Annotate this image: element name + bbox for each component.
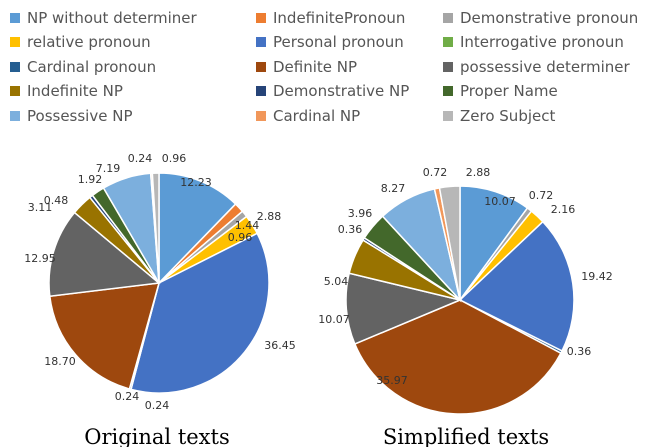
legend-item-proper-name: Proper Name	[443, 82, 558, 100]
legend-item-possessive-determiner: possessive determiner	[443, 58, 630, 76]
legend-label: Cardinal pronoun	[27, 58, 157, 76]
data-label: 0.48	[44, 194, 69, 207]
data-label: 10.07	[318, 313, 350, 326]
data-label: 0.36	[338, 223, 363, 236]
legend-item-definite-np: Definite NP	[256, 58, 357, 76]
legend-label: Demonstrative pronoun	[460, 9, 639, 27]
legend-item-indefinitepronoun: IndefinitePronoun	[256, 9, 405, 27]
legend-label: NP without determiner	[27, 9, 197, 27]
data-label: 35.97	[376, 374, 408, 387]
legend-item-personal-pronoun: Personal pronoun	[256, 33, 404, 51]
data-label: 7.19	[96, 162, 121, 175]
data-label: 3.96	[348, 207, 373, 220]
legend-swatch	[443, 37, 453, 47]
legend-swatch	[256, 37, 266, 47]
legend-item-relative-pronoun: relative pronoun	[10, 33, 151, 51]
legend-swatch	[443, 111, 453, 121]
legend-item-indefinite-np: Indefinite NP	[10, 82, 123, 100]
data-label: 0.24	[128, 152, 153, 165]
data-label: 12.95	[24, 252, 56, 265]
pie-slice-possessive-determiner	[48, 211, 161, 298]
legend-item-np-without-determiner: NP without determiner	[10, 9, 197, 27]
legend-label: Personal pronoun	[273, 33, 404, 51]
data-label: 2.88	[257, 210, 282, 223]
pie-slice-personal-pronoun	[130, 232, 270, 394]
legend-label: Proper Name	[460, 82, 558, 100]
data-label: 0.24	[115, 390, 140, 403]
legend-swatch	[256, 111, 266, 121]
legend-label: Cardinal NP	[273, 107, 361, 125]
legend-swatch	[10, 86, 20, 96]
legend-item-zero-subject: Zero Subject	[443, 107, 555, 125]
legend-label: possessive determiner	[460, 58, 630, 76]
legend-item-possessive-np: Possessive NP	[10, 107, 132, 125]
data-label: 0.96	[228, 231, 253, 244]
pie-slice-personal-pronoun	[458, 220, 575, 352]
data-label: 0.24	[145, 399, 170, 412]
pie-slice-possessive-determiner	[345, 272, 463, 345]
caption-original-texts: Original texts	[84, 425, 230, 447]
pie-slice-zero-subject	[151, 172, 160, 284]
legend-label: IndefinitePronoun	[273, 9, 406, 27]
legend-swatch	[443, 13, 453, 23]
pie-simplified-texts: 10.07 0.722.1619.420.3635.9710.075.040.36…	[318, 166, 613, 415]
data-label: 2.88	[466, 166, 491, 179]
data-label: 3.11	[28, 201, 53, 214]
data-label: 8.27	[381, 182, 406, 195]
data-label: 1.92	[78, 173, 103, 186]
caption-simplified-texts: Simplified texts	[383, 425, 549, 447]
pie-slice-definite-np	[353, 299, 562, 415]
legend-swatch	[443, 62, 453, 72]
legend-swatch	[10, 62, 20, 72]
legend-swatch	[256, 13, 266, 23]
data-label: 36.45	[264, 339, 296, 352]
data-label: 5.04	[324, 275, 349, 288]
pie-slice-np-without-determiner	[158, 172, 237, 285]
legend-label: Definite NP	[273, 58, 358, 76]
data-label: 18.70	[44, 355, 76, 368]
pie-slice-definite-np	[48, 282, 161, 390]
legend-label: Demonstrative NP	[273, 82, 410, 100]
legend-item-demonstrative-np: Demonstrative NP	[256, 82, 409, 100]
legend-label: Interrogative pronoun	[460, 33, 624, 51]
legend-label: Indefinite NP	[27, 82, 123, 100]
data-label: 0.72	[529, 189, 554, 202]
legend-swatch	[443, 86, 453, 96]
pie-original-texts: 12.231.440.962.8836.450.2418.7012.953.11…	[24, 152, 296, 412]
data-label: 0.72	[423, 166, 448, 179]
pie-slice-np-without-determiner	[459, 185, 529, 303]
pie-slice-zero-subject	[438, 185, 461, 301]
legend-label: Possessive NP	[27, 107, 133, 125]
chart-legend: NP without determiner IndefinitePronoun De…	[0, 0, 656, 130]
legend-label: relative pronoun	[27, 33, 151, 51]
data-label: 12.23	[180, 176, 212, 189]
legend-item-demonstrative-pronoun: Demonstrative pronoun	[443, 9, 638, 27]
legend-label: Zero Subject	[460, 107, 556, 125]
data-label: 0.96	[162, 152, 187, 165]
data-label: 0.36	[567, 345, 592, 358]
legend-item-cardinal-pronoun: Cardinal pronoun	[10, 58, 156, 76]
data-label: 2.16	[551, 203, 576, 216]
legend-swatch	[10, 13, 20, 23]
legend-item-cardinal-np: Cardinal NP	[256, 107, 360, 125]
legend-swatch	[256, 86, 266, 96]
legend-swatch	[10, 111, 20, 121]
data-label: 19.42	[581, 270, 613, 283]
data-label: 10.07	[484, 195, 516, 208]
legend-swatch	[256, 62, 266, 72]
data-label: 1.44	[235, 219, 260, 232]
legend-swatch	[10, 37, 20, 47]
legend-item-interrogative-pronoun: Interrogative pronoun	[443, 33, 624, 51]
